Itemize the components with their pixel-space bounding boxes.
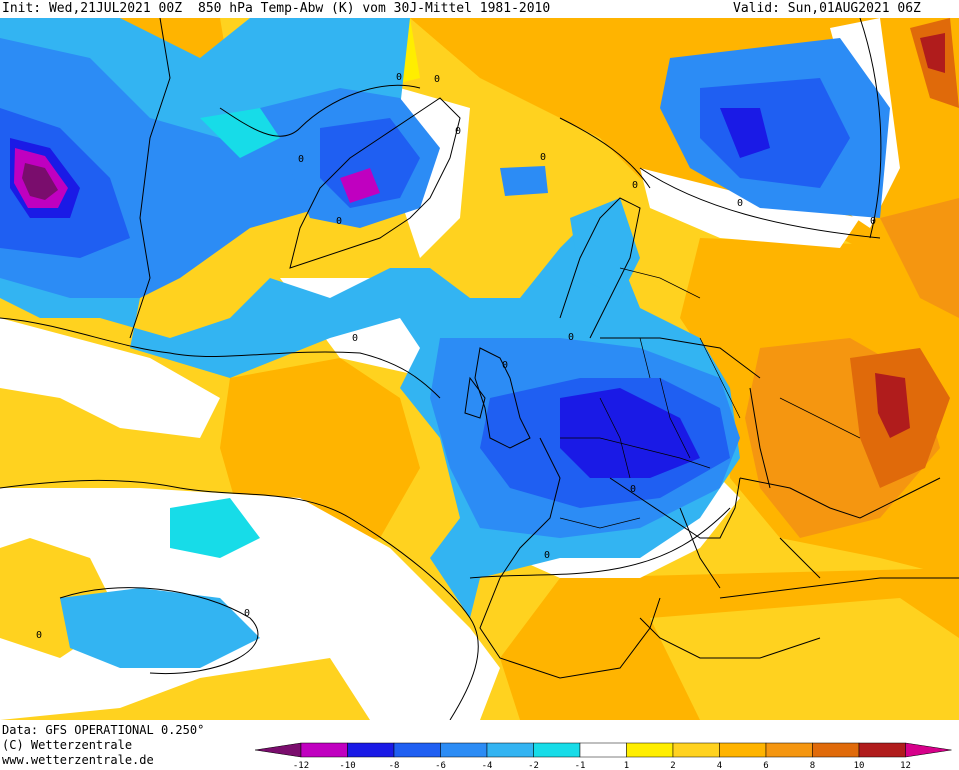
legend-tick-label: 6 <box>763 761 768 769</box>
init-value: Wed,21JUL2021 00Z <box>48 1 183 16</box>
valid-time: Valid: Sun,01AUG2021 06Z <box>733 0 921 18</box>
legend-swatch <box>858 742 906 758</box>
legend-tick-label: -6 <box>435 761 446 769</box>
map-title: 850 hPa Temp-Abw (K) vom 30J-Mittel 1981… <box>198 1 551 16</box>
contour-label: 0 <box>540 152 546 163</box>
legend-swatch <box>347 742 395 758</box>
legend-tick-label: -12 <box>293 761 309 769</box>
map-footer: Data: GFS OPERATIONAL 0.250° (C) Wetterz… <box>0 720 959 770</box>
legend-swatch <box>812 742 860 758</box>
contour-label: 0 <box>396 72 402 83</box>
contour-label: 0 <box>244 608 250 619</box>
init-label: Init: <box>2 1 42 16</box>
legend-tick-label: -1 <box>575 761 586 769</box>
copyright: (C) Wetterzentrale <box>2 738 133 752</box>
legend-swatch <box>672 742 720 758</box>
init-time: Init: Wed,21JUL2021 00Z <box>2 0 182 18</box>
country-borders <box>559 267 861 529</box>
contour-label: 0 <box>502 360 508 371</box>
contour-label: 0 <box>36 630 42 641</box>
legend-swatch-arrow-high <box>905 742 952 758</box>
legend-swatches <box>255 742 952 758</box>
legend-swatch <box>486 742 534 758</box>
contour-label: 0 <box>352 333 358 344</box>
legend-swatch <box>300 742 348 758</box>
coastlines <box>129 18 959 679</box>
zero-contours <box>0 18 882 720</box>
contour-labels: 0 0 0 0 0 0 0 0 0 0 0 0 0 0 0 0 <box>36 72 876 641</box>
temperature-anomaly-map: 0 0 0 0 0 0 0 0 0 0 0 0 0 0 0 0 <box>0 18 959 720</box>
legend-tick-label: 1 <box>624 761 629 769</box>
contour-label: 0 <box>434 74 440 85</box>
legend-swatch <box>579 742 627 758</box>
color-scale-legend: -12 -10 -8 -6 -4 -2 -1 1 2 4 6 8 10 12 <box>255 742 952 769</box>
contour-label: 0 <box>632 180 638 191</box>
legend-tick-label: -10 <box>339 761 355 769</box>
legend-swatch <box>765 742 813 758</box>
legend-swatch <box>719 742 767 758</box>
legend-tick-label: 4 <box>717 761 722 769</box>
contour-label: 0 <box>737 198 743 209</box>
contour-label: 0 <box>336 216 342 227</box>
website-link[interactable]: www.wetterzentrale.de <box>2 753 154 767</box>
legend-swatch-arrow-low <box>255 742 302 758</box>
contour-label: 0 <box>455 126 461 137</box>
data-source: Data: GFS OPERATIONAL 0.250° <box>2 723 205 737</box>
legend-swatch <box>626 742 674 758</box>
valid-label: Valid: <box>733 1 780 16</box>
legend-tick-label: 2 <box>670 761 675 769</box>
contour-label: 0 <box>630 484 636 495</box>
legend-tick-label: 8 <box>810 761 815 769</box>
legend-tick-label: 10 <box>854 761 865 769</box>
valid-value: Sun,01AUG2021 06Z <box>787 1 921 16</box>
legend-swatch <box>440 742 488 758</box>
legend-tick-label: -2 <box>528 761 539 769</box>
contour-label: 0 <box>568 332 574 343</box>
legend-ticks: -12 -10 -8 -6 -4 -2 -1 1 2 4 6 8 10 12 <box>293 761 911 769</box>
legend-tick-label: 12 <box>900 761 911 769</box>
legend-swatch <box>393 742 441 758</box>
map-header: Init: Wed,21JUL2021 00Z 850 hPa Temp-Abw… <box>0 0 959 18</box>
legend-tick-label: -4 <box>482 761 493 769</box>
contour-label: 0 <box>298 154 304 165</box>
legend-tick-label: -8 <box>389 761 400 769</box>
contour-label: 0 <box>870 216 876 227</box>
legend-swatch <box>533 742 581 758</box>
contour-label: 0 <box>544 550 550 561</box>
